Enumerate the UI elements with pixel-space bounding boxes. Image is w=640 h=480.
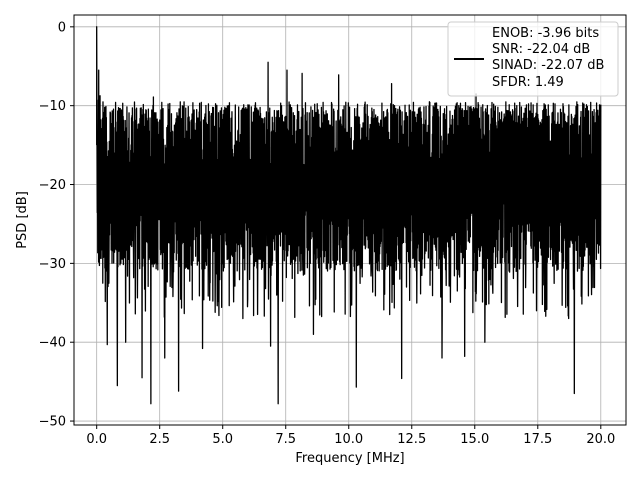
y-tick-label: −30 (39, 257, 66, 272)
y-tick-label: −40 (39, 336, 66, 351)
legend-entry-sinad: SINAD: -22.07 dB (492, 58, 604, 73)
legend-entry-enob: ENOB: -3.96 bits (492, 26, 599, 41)
y-tick-label: 0 (58, 20, 66, 35)
x-tick-label: 0.0 (86, 432, 107, 447)
y-tick-label: −10 (39, 99, 66, 114)
y-tick-label: −20 (39, 178, 66, 193)
x-tick-label: 7.5 (275, 432, 296, 447)
x-tick-label: 17.5 (523, 432, 552, 447)
plot-frame (73, 14, 627, 426)
x-tick-label: 10.0 (334, 432, 363, 447)
x-tick-label: 20.0 (586, 432, 615, 447)
psd-line (96, 26, 602, 405)
x-tick-label: 15.0 (460, 432, 489, 447)
x-axis-label: Frequency [MHz] (295, 451, 404, 466)
x-tick-label: 5.0 (212, 432, 233, 447)
legend-entry-sfdr: SFDR: 1.49 (492, 75, 564, 90)
y-axis-label: PSD [dB] (15, 191, 30, 249)
x-tick-label: 12.5 (397, 432, 426, 447)
psd-series (96, 26, 602, 405)
x-axis: 0.0 2.5 5.0 7.5 10.0 12.5 15.0 17.5 20.0 (86, 425, 615, 447)
legend-box (447, 21, 619, 97)
legend-entry-snr: SNR: -22.04 dB (492, 42, 590, 57)
legend: ENOB: -3.96 bits SNR: -22.04 dB SINAD: -… (447, 21, 619, 97)
y-axis: 0 −10 −20 −30 −40 −50 (39, 20, 74, 430)
x-tick-label: 2.5 (149, 432, 170, 447)
y-tick-label: −50 (39, 415, 66, 430)
